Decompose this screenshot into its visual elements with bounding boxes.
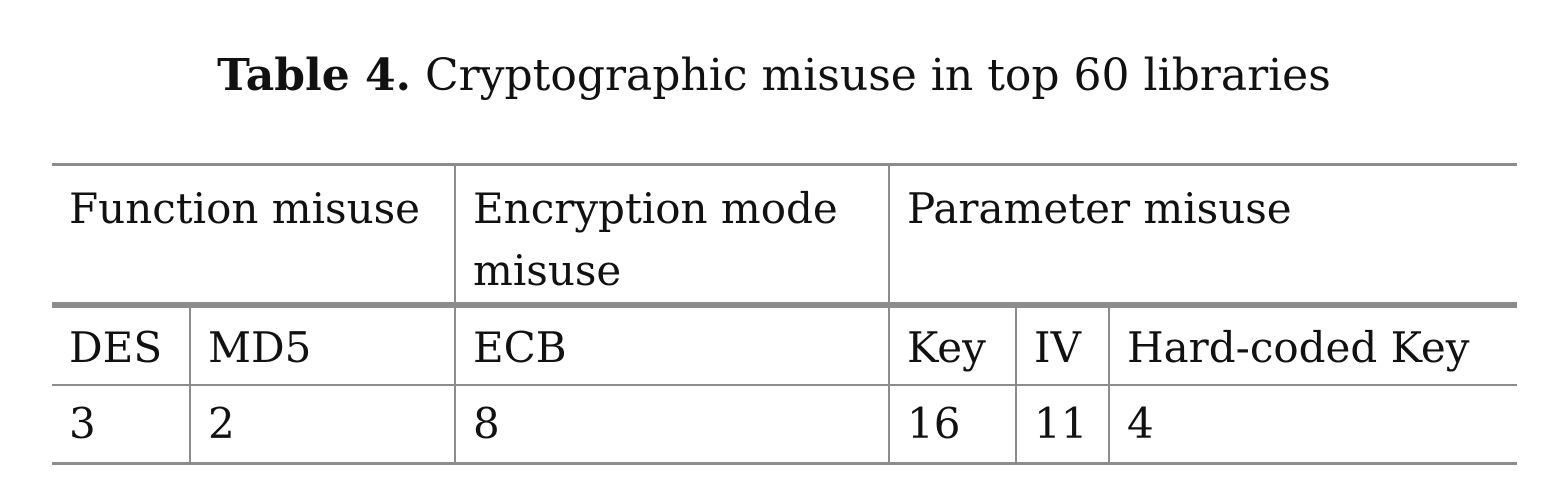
table-caption: Table 4. Cryptographic misuse in top 60 … [0,48,1548,104]
cell-ecb: 8 [454,384,891,465]
table-column-header-row: DES MD5 ECB Key IV Hard-coded Key [52,302,1518,385]
column-header-ecb: ECB [454,302,891,385]
cell-key: 16 [888,384,1018,465]
column-header-iv: IV [1015,302,1111,385]
group-header-encryption-mode-misuse: Encryption mode misuse [454,163,891,305]
table-row: 3 2 8 16 11 4 [52,384,1518,465]
cell-des: 3 [52,384,191,465]
group-header-function-misuse: Function misuse [52,163,457,305]
table-caption-label: Table 4. [217,50,411,101]
column-header-key: Key [888,302,1018,385]
cell-md5: 2 [188,384,457,465]
column-header-md5: MD5 [188,302,457,385]
column-header-hard-coded-key: Hard-coded Key [1108,302,1518,385]
table-caption-text: Cryptographic misuse in top 60 libraries [424,50,1331,101]
table-group-header-row: Function misuse Encryption mode misuse P… [52,163,1518,305]
misuse-table: Function misuse Encryption mode misuse P… [52,163,1518,465]
cell-hard-coded-key: 4 [1108,384,1518,465]
column-header-des: DES [52,302,191,385]
cell-iv: 11 [1015,384,1111,465]
group-header-parameter-misuse: Parameter misuse [888,163,1518,305]
